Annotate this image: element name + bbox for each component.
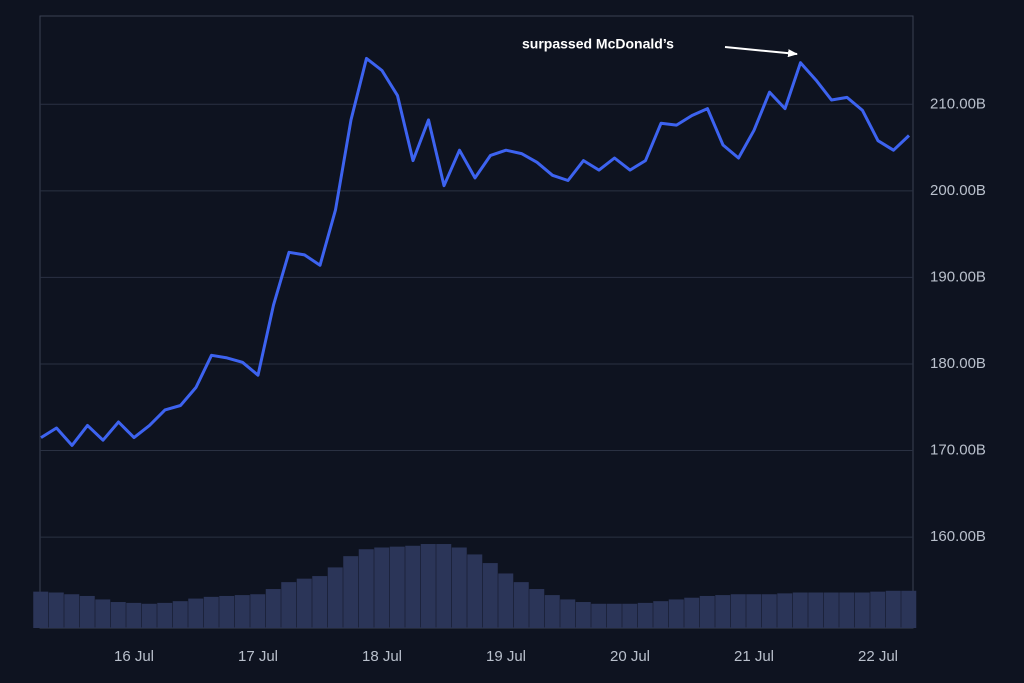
lines bbox=[40, 56, 911, 447]
volume-bar bbox=[343, 556, 359, 628]
volume-bar bbox=[808, 592, 824, 628]
volume-bar bbox=[389, 546, 405, 628]
annotation-arrow bbox=[724, 46, 798, 58]
volume-bar bbox=[188, 598, 204, 628]
volume-bar bbox=[265, 589, 281, 628]
y-tick-label: 190.00B bbox=[930, 268, 986, 285]
volume-bar bbox=[575, 602, 591, 628]
volume-bar bbox=[110, 602, 126, 628]
volume-bar bbox=[219, 595, 235, 628]
x-tick-label: 20 Jul bbox=[610, 648, 650, 665]
volume-bar bbox=[436, 544, 452, 628]
volume-bar bbox=[513, 582, 529, 628]
volume-bar bbox=[622, 603, 638, 628]
volume-bar bbox=[172, 601, 188, 628]
volume-bar bbox=[544, 595, 560, 628]
plot-frame bbox=[39, 15, 914, 629]
volume-bar bbox=[668, 599, 684, 628]
volume-bar bbox=[33, 591, 49, 628]
volume-bar bbox=[203, 596, 219, 628]
y-tick-label: 180.00B bbox=[930, 355, 986, 372]
y-tick-label: 210.00B bbox=[930, 95, 986, 112]
volume-bar bbox=[451, 547, 467, 628]
volume-bar bbox=[653, 601, 669, 628]
x-tick-label: 22 Jul bbox=[858, 648, 898, 665]
volume-bar bbox=[885, 590, 901, 628]
y-tick-label: 170.00B bbox=[930, 442, 986, 459]
volume-bar bbox=[792, 592, 808, 628]
volume-bar bbox=[870, 591, 886, 628]
volume-bar bbox=[281, 582, 297, 628]
x-tick-label: 21 Jul bbox=[734, 648, 774, 665]
volume-bar bbox=[312, 576, 328, 628]
volume-bar bbox=[498, 573, 514, 628]
annotation: surpassed McDonald’s bbox=[522, 36, 674, 52]
volume-bar bbox=[141, 603, 157, 628]
volume-bar bbox=[482, 563, 498, 628]
volume bbox=[33, 544, 917, 628]
volume-bar bbox=[715, 595, 731, 628]
volume-bar bbox=[64, 594, 80, 628]
volume-bar bbox=[126, 602, 142, 628]
price-line bbox=[40, 56, 911, 447]
x-tick-label: 19 Jul bbox=[486, 648, 526, 665]
y-tick-label: 160.00B bbox=[930, 528, 986, 545]
volume-bar bbox=[250, 594, 266, 628]
volume-bar bbox=[746, 594, 762, 628]
volume-bar bbox=[684, 597, 700, 628]
volume-bar bbox=[405, 545, 421, 628]
volume-bar bbox=[839, 592, 855, 628]
volume-bar bbox=[95, 599, 111, 628]
labels: 160.00B 170.00B 180.00B 190.00B 200.00B 210.0… bbox=[114, 95, 986, 665]
volume-bar bbox=[374, 547, 390, 628]
volume-bar bbox=[420, 544, 436, 628]
volume-bar bbox=[591, 603, 607, 628]
volume-bar bbox=[606, 603, 622, 628]
volume-bar bbox=[467, 554, 483, 628]
x-tick-label: 16 Jul bbox=[114, 648, 154, 665]
volume-bar bbox=[327, 567, 343, 628]
volume-bar bbox=[637, 602, 653, 628]
y-tick-label: 200.00B bbox=[930, 182, 986, 199]
volume-bar bbox=[761, 594, 777, 628]
volume-bar bbox=[296, 578, 312, 628]
volume-bar bbox=[48, 592, 64, 628]
volume-bar bbox=[854, 592, 870, 628]
x-tick-label: 18 Jul bbox=[362, 648, 402, 665]
volume-bar bbox=[901, 590, 917, 628]
grid bbox=[40, 103, 913, 538]
x-tick-label: 17 Jul bbox=[238, 648, 278, 665]
volume-bar bbox=[234, 595, 250, 628]
volume-bar bbox=[560, 599, 576, 628]
volume-bar bbox=[699, 595, 715, 628]
volume-bar bbox=[777, 593, 793, 628]
volume-bar bbox=[730, 594, 746, 628]
volume-bar bbox=[79, 595, 95, 628]
volume-bar bbox=[157, 602, 173, 628]
volume-bar bbox=[529, 589, 545, 628]
volume-bar bbox=[358, 549, 374, 628]
volume-bar bbox=[823, 592, 839, 628]
